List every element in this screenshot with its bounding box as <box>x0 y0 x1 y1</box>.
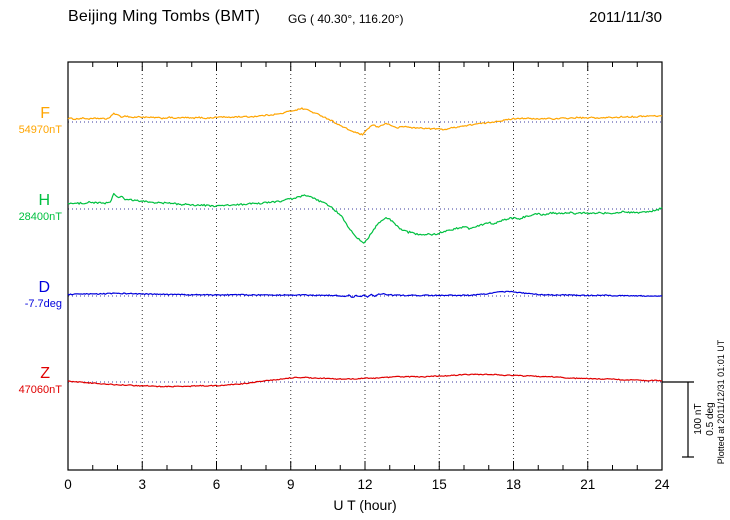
svg-text:0: 0 <box>64 477 72 492</box>
trace-letter-Z: Z <box>40 365 50 382</box>
trace-letter-H: H <box>38 192 50 209</box>
svg-text:6: 6 <box>213 477 221 492</box>
trace-letter-D: D <box>38 279 50 296</box>
trace-baseline-H: 28400nT <box>18 211 62 223</box>
scale-bar-labels: 100 nT 0.5 deg Plotted at 2011/12/31 01:01… <box>693 339 726 464</box>
trace-label-H: H 28400nT <box>4 192 62 224</box>
vertical-gridlines <box>141 62 589 470</box>
svg-text:15: 15 <box>432 477 447 492</box>
trace-F <box>67 107 663 136</box>
x-tick-labels: 0 3 6 9 12 15 18 21 24 <box>64 477 670 492</box>
trace-label-Z: Z 47060nT <box>4 365 62 397</box>
svg-text:9: 9 <box>287 477 295 492</box>
plot-date: 2011/11/30 <box>589 9 662 26</box>
trace-baseline-Z: 47060nT <box>18 384 62 396</box>
plotted-at-note: Plotted at 2011/12/31 01:01 UT <box>716 339 726 464</box>
trace-H <box>67 192 663 244</box>
x-axis-title: U T (hour) <box>333 497 397 513</box>
axis-ticks <box>67 62 663 470</box>
trace-baseline-F: 54970nT <box>18 124 62 136</box>
svg-text:3: 3 <box>138 477 146 492</box>
svg-text:100 nT: 100 nT <box>693 403 704 434</box>
station-title: Beijing Ming Tombs (BMT) <box>68 8 261 25</box>
trace-Z <box>67 373 663 388</box>
geographic-coordinates: GG ( 40.30°, 116.20°) <box>288 12 404 26</box>
svg-text:24: 24 <box>654 477 670 492</box>
scale-bar <box>662 381 694 458</box>
trace-label-F: F 54970nT <box>4 105 62 137</box>
svg-text:21: 21 <box>580 477 595 492</box>
svg-text:12: 12 <box>357 477 372 492</box>
trace-letter-F: F <box>40 105 50 122</box>
trace-D <box>67 290 662 298</box>
svg-text:0.5 deg: 0.5 deg <box>705 402 716 435</box>
trace-label-D: D -7.7deg <box>4 279 62 311</box>
trace-baseline-D: -7.7deg <box>24 298 62 310</box>
svg-text:18: 18 <box>506 477 521 492</box>
